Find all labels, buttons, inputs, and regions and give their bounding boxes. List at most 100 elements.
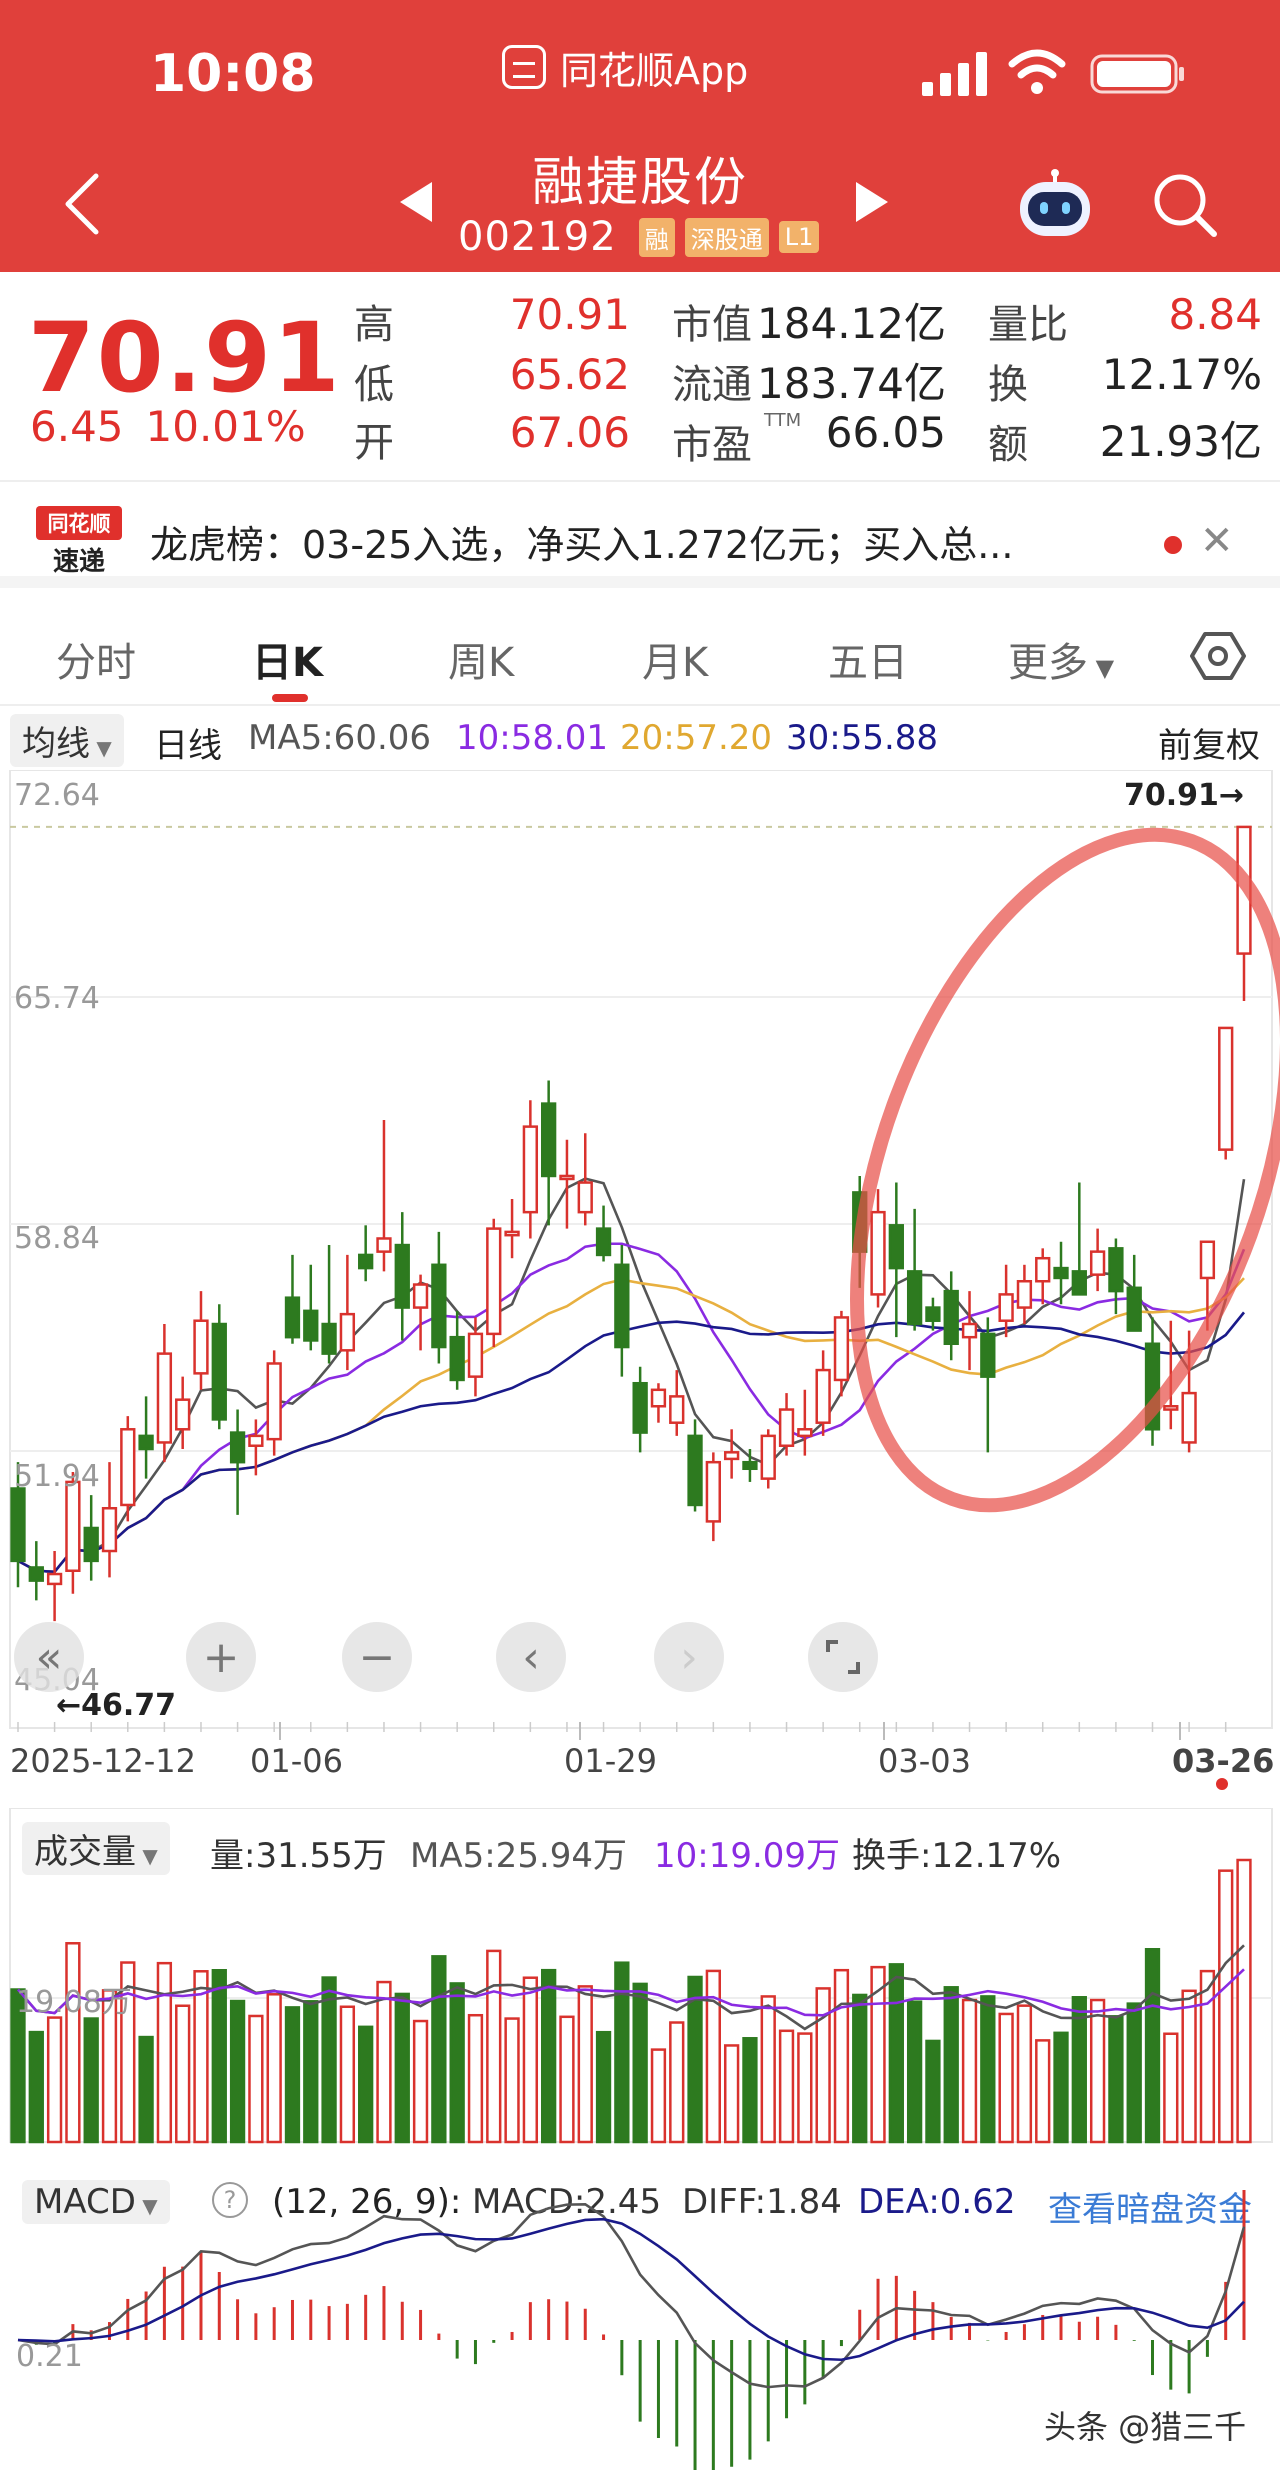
volume-bar <box>870 1965 886 2144</box>
candle-body <box>723 1451 740 1461</box>
volume-bar <box>888 1963 904 2144</box>
app-logo-icon <box>502 45 546 89</box>
candle <box>504 1198 520 1259</box>
volume-selector[interactable]: 成交量 ▼ <box>22 1822 170 1875</box>
scroll-left-button[interactable]: ‹ <box>496 1622 566 1692</box>
scroll-right-button[interactable]: › <box>654 1622 724 1692</box>
candle-body <box>358 1253 374 1270</box>
volume-bar <box>522 1976 539 2144</box>
tab-daily-k[interactable]: 日K <box>252 640 323 686</box>
adjust-mode[interactable]: 前复权 <box>1158 726 1260 766</box>
volume-selector-label: 成交量 <box>34 1832 136 1872</box>
candle-body <box>138 1434 154 1451</box>
next-stock-button[interactable] <box>852 180 892 224</box>
help-icon[interactable]: ? <box>212 2182 248 2218</box>
ma10-line <box>17 1242 1246 1574</box>
candle-body <box>742 1460 758 1471</box>
candle <box>28 1541 44 1601</box>
volume-bar <box>412 2019 429 2144</box>
robot-assistant-icon[interactable] <box>1014 168 1096 240</box>
chevron-left-icon: ‹ <box>522 1631 540 1683</box>
candle <box>1144 1317 1161 1446</box>
candle <box>193 1291 209 1390</box>
candle-body <box>1035 1256 1051 1283</box>
candle-body <box>156 1352 173 1444</box>
candle-body <box>376 1237 392 1253</box>
candle <box>1035 1248 1051 1305</box>
settings-hex-icon[interactable] <box>1190 628 1246 684</box>
candle <box>431 1231 447 1364</box>
tab-intraday[interactable]: 分时 <box>56 640 136 686</box>
zoom-in-button[interactable]: + <box>186 1622 256 1692</box>
candle-body <box>833 1316 850 1382</box>
volume-bar <box>577 1985 593 2144</box>
candle-body <box>614 1263 630 1349</box>
plus-icon: + <box>202 1631 240 1683</box>
candle-body <box>650 1388 667 1408</box>
ma10-value: 10:58.01 <box>456 718 609 758</box>
stock-code: 002192 <box>458 214 617 260</box>
tab-monthly-k[interactable]: 月K <box>642 640 709 686</box>
fullscreen-button[interactable] <box>808 1622 878 1692</box>
minus-icon: − <box>358 1631 396 1683</box>
volume-bar <box>961 1998 978 2144</box>
candle-body <box>120 1428 136 1507</box>
candle <box>961 1291 978 1371</box>
macd-chart[interactable]: 0.21 <box>0 2164 1280 2470</box>
news-banner[interactable]: 同花顺 速递 龙虎榜：03-25入选，净买入1.272亿元；买入总... ✕ <box>0 484 1280 588</box>
tab-weekly-k[interactable]: 周K <box>448 640 515 686</box>
volume-bar <box>778 2029 795 2144</box>
volume-chart[interactable]: 19.08万 <box>0 1808 1280 2148</box>
level-tag: L1 <box>778 221 820 253</box>
macd-y-label: 0.21 <box>16 2339 83 2374</box>
kline-chart[interactable]: 72.64 65.74 58.84 51.94 45.04 70.91→ ←46… <box>0 770 1280 1800</box>
volume-bar <box>998 2012 1014 2144</box>
candle <box>833 1310 850 1397</box>
search-button[interactable] <box>1150 170 1220 240</box>
tab-five-day[interactable]: 五日 <box>828 640 908 686</box>
zoom-out-button[interactable]: − <box>342 1622 412 1692</box>
rewind-button[interactable]: « <box>14 1622 84 1692</box>
wifi-icon <box>1008 49 1066 94</box>
amount-label: 额 <box>988 422 1028 468</box>
candle <box>943 1271 959 1361</box>
volume-bar <box>1236 1858 1252 2144</box>
macd-selector[interactable]: MACD ▼ <box>22 2180 170 2224</box>
volume-bar <box>833 1968 850 2144</box>
news-text[interactable]: 龙虎榜：03-25入选，净买入1.272亿元；买入总... <box>150 523 1014 567</box>
tab-more[interactable]: 更多 ▼ <box>1008 630 1114 688</box>
candle-body <box>998 1293 1014 1322</box>
max-price-label: 70.91→ <box>1124 778 1244 813</box>
candle-body <box>284 1296 301 1339</box>
candle-body <box>339 1312 356 1352</box>
candle <box>614 1245 630 1377</box>
y-tick-label: 51.94 <box>14 1459 100 1494</box>
min-price-label: ←46.77 <box>56 1688 176 1723</box>
candle <box>522 1100 539 1239</box>
volume-bar <box>449 1982 465 2144</box>
candle-body <box>431 1263 447 1349</box>
active-tab-indicator <box>272 694 308 702</box>
connect-tag: 深股通 <box>684 217 769 257</box>
volume-bar <box>504 2017 520 2144</box>
volume-legend-row: 成交量 ▼ 量:31.55万 MA5:25.94万 10:19.09万 换手:1… <box>0 1818 1280 1878</box>
volume-bar <box>687 1975 703 2144</box>
prev-stock-button[interactable] <box>396 180 436 224</box>
kline-grid <box>9 770 1273 1740</box>
close-icon[interactable]: ✕ <box>1200 518 1234 564</box>
volume-bar <box>943 1986 959 2144</box>
macd-lines <box>17 2202 1246 2389</box>
volume-bar <box>559 2015 575 2144</box>
back-button[interactable] <box>56 168 112 240</box>
volume-bar <box>46 2016 63 2144</box>
candle <box>650 1383 667 1423</box>
y-tick-label: 58.84 <box>14 1221 100 1256</box>
kline-frame <box>9 770 1273 1729</box>
candle-body <box>1071 1270 1087 1296</box>
macd-value: MACD:2.45 <box>472 2182 662 2222</box>
dark-pool-link[interactable]: 查看暗盘资金 <box>1048 2190 1252 2230</box>
turnover-label: 换 <box>988 362 1028 408</box>
candle-body <box>541 1102 557 1178</box>
candle-body <box>449 1335 465 1382</box>
indicator-selector[interactable]: 均线 ▼ <box>10 714 124 767</box>
